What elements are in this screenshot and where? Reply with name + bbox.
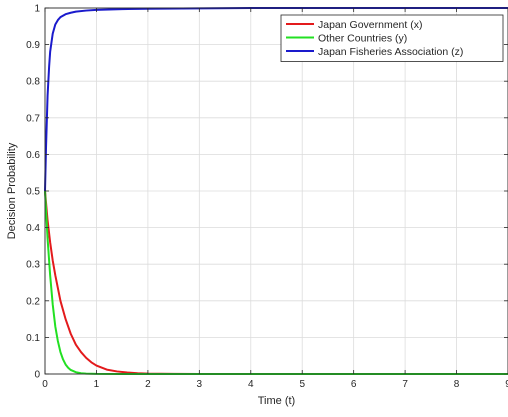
y-tick-label: 0 <box>34 370 40 381</box>
y-tick-label: 0.8 <box>26 77 40 88</box>
y-tick-label: 0.9 <box>26 40 40 51</box>
x-tick-label: 9 <box>505 379 508 390</box>
x-tick-label: 6 <box>351 379 357 390</box>
y-tick-label: 0.2 <box>26 296 40 307</box>
x-tick-label: 8 <box>454 379 460 390</box>
y-tick-label: 0.3 <box>26 260 40 271</box>
y-axis-title: Decision Probability <box>6 142 18 239</box>
series-line-2 <box>44 190 508 375</box>
x-tick-label: 2 <box>145 379 151 390</box>
axes <box>44 7 508 375</box>
grid <box>44 7 508 375</box>
series-line-1 <box>44 190 508 375</box>
x-tick-label: 3 <box>197 379 203 390</box>
legend-label-1: Japan Government (x) <box>318 19 422 31</box>
y-tick-label: 0.1 <box>26 333 40 344</box>
x-tick-label: 4 <box>248 379 254 390</box>
tick-labels: 0 1 2 3 4 5 6 7 8 9 0 0.1 0.2 0.3 0.4 0.5 0.6 0.7 0.8 0.9 1 <box>26 4 508 391</box>
y-tick-label: 0.7 <box>26 113 40 124</box>
legend-box <box>280 14 504 62</box>
x-tick-label: 1 <box>94 379 100 390</box>
legend: Japan Government (x)Other Countries (y) J… <box>280 14 504 62</box>
y-tick-label: 0.6 <box>26 150 40 161</box>
x-tick-label: 7 <box>402 379 408 390</box>
legend-label-3: Japan Fisheries Association (z) <box>318 46 463 58</box>
y-tick-label: 0.5 <box>26 187 40 198</box>
legend-label-2: Other Countries (y) <box>318 32 407 44</box>
x-tick-label: 0 <box>42 379 48 390</box>
x-tick-label: 5 <box>299 379 305 390</box>
x-axis-title: Time (t) <box>258 395 295 407</box>
y-tick-label: 1 <box>34 4 40 15</box>
y-tick-label: 0.4 <box>26 223 40 234</box>
